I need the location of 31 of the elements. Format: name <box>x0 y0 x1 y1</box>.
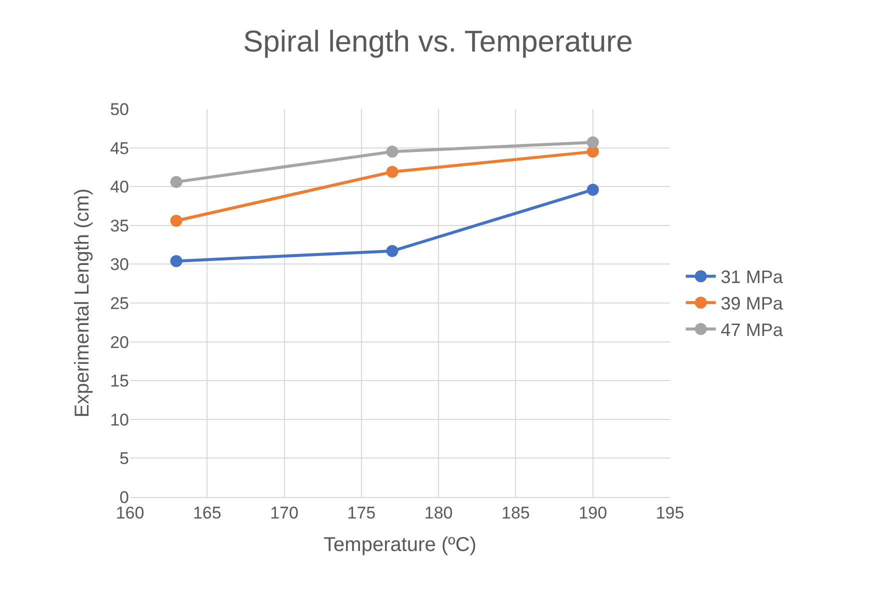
y-tick-label: 45 <box>110 138 129 158</box>
chart-title: Spiral length vs. Temperature <box>243 26 633 59</box>
point <box>170 214 182 227</box>
x-axis-title: Temperature (ºC) <box>324 534 476 556</box>
y-tick-label: 5 <box>120 449 129 468</box>
y-tick-label: 50 <box>110 100 129 119</box>
y-tick-label: 40 <box>110 178 129 197</box>
legend-label: 39 MPa <box>720 294 784 314</box>
point <box>170 176 182 188</box>
x-tick-label: 190 <box>578 503 608 522</box>
x-tick-label: 185 <box>502 503 530 522</box>
point <box>386 146 398 158</box>
x-tick-label: 165 <box>192 503 222 522</box>
y-tick-label: 15 <box>110 372 129 391</box>
legend-label: 31 MPa <box>720 267 784 288</box>
point <box>170 255 182 268</box>
x-tick-label: 195 <box>656 503 684 522</box>
x-tick-label: 175 <box>347 503 376 522</box>
y-tick-label: 30 <box>110 255 129 274</box>
y-tick-label: 35 <box>110 216 129 236</box>
y-axis-title: Experimental Length (cm) <box>72 188 94 418</box>
point <box>386 166 398 178</box>
point <box>386 245 398 258</box>
y-tick-label: 20 <box>110 332 129 352</box>
x-tick-label: 180 <box>424 503 453 522</box>
y-tick-label: 10 <box>110 410 129 430</box>
y-tick-label: 25 <box>110 294 129 313</box>
x-tick-label: 170 <box>270 503 298 522</box>
point <box>586 136 599 148</box>
point <box>586 184 599 196</box>
legend-label: 47 MPa <box>720 320 784 340</box>
